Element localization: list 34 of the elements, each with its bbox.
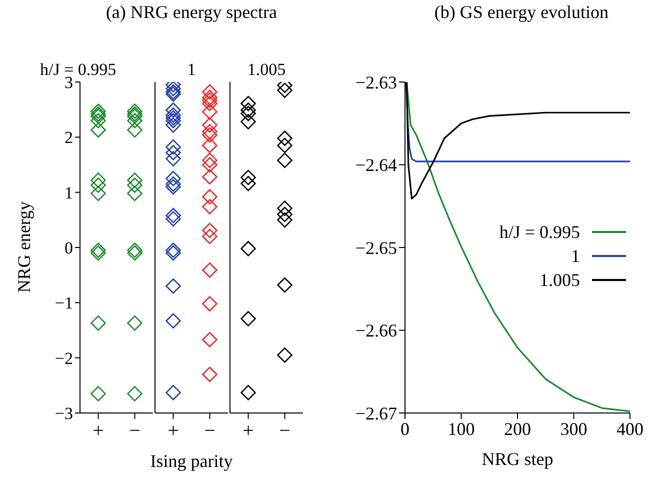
legend-label: h/J = 0.995: [499, 222, 580, 242]
x-tick-label: 200: [504, 418, 531, 439]
x-tick-label: 400: [616, 418, 644, 439]
chart-subtitle: 1: [187, 60, 196, 80]
text: (a) NRG energy spectra: [104, 2, 278, 23]
x-tick-label: −: [129, 420, 140, 442]
x-tick-label: 300: [560, 418, 588, 439]
legend-label: 1.005: [540, 270, 580, 290]
x-tick-label: +: [242, 420, 254, 442]
legend-label: 1: [571, 246, 580, 266]
y-tick-label: −2: [54, 348, 73, 368]
y-tick-label: −2.63: [355, 72, 397, 92]
y-tick-label: −3: [54, 404, 73, 424]
x-tick-label: −: [204, 420, 216, 442]
y-tick-label: −1: [54, 294, 73, 313]
y-tick-label: 2: [64, 128, 73, 148]
y-tick-label: 1: [64, 183, 73, 202]
y-axis-title: NRG energy: [13, 200, 35, 295]
x-tick-label: +: [168, 420, 179, 442]
y-tick-label: −2.67: [355, 403, 397, 424]
y-tick-label: −2.65: [355, 238, 397, 258]
x-tick-label: 100: [448, 418, 475, 439]
x-axis-title: NRG step: [482, 449, 554, 469]
y-tick-label: 3: [64, 73, 73, 92]
y-tick-label: 0: [64, 238, 73, 258]
chart-title: (b) GS energy evolution: [433, 2, 610, 23]
y-tick-label: −2.64: [355, 155, 397, 176]
x-tick-label: 0: [400, 418, 410, 439]
x-tick-label: −: [279, 420, 290, 442]
chart-subtitle: 1.005: [247, 60, 286, 80]
x-axis-title: Ising parity: [149, 451, 234, 472]
line-series: [405, 82, 630, 162]
x-tick-label: +: [92, 420, 104, 442]
y-tick-label: −2.66: [355, 320, 397, 341]
